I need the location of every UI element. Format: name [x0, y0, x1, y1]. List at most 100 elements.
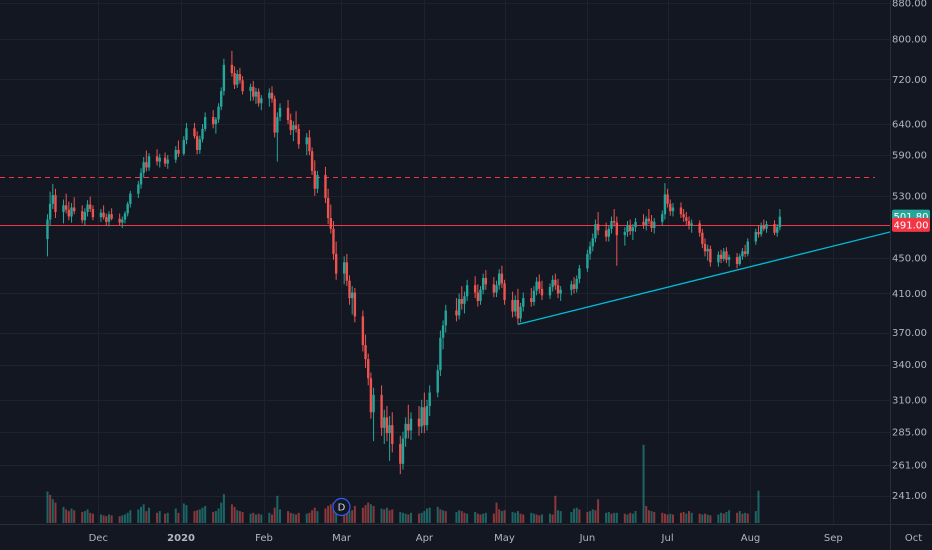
candle — [217, 103, 220, 123]
resistance-price-label: 491.00 — [892, 217, 930, 232]
candle — [570, 280, 573, 296]
volume-bar — [591, 509, 594, 523]
candle-body — [548, 287, 552, 296]
candle — [324, 166, 327, 204]
volume-bar — [121, 515, 124, 523]
candle-body — [479, 289, 482, 301]
candle-body — [460, 299, 463, 304]
volume-bar — [313, 507, 316, 523]
volume-bar — [482, 513, 485, 523]
candle — [514, 295, 517, 317]
candle-body — [388, 425, 391, 434]
candle — [236, 69, 239, 88]
dividend-marker-group[interactable]: D — [332, 497, 351, 517]
time-tick-label: May — [494, 533, 515, 544]
candle-body — [498, 273, 501, 286]
dividend-marker-circle[interactable] — [332, 497, 351, 517]
volume-bar — [597, 499, 600, 523]
candle — [345, 253, 349, 287]
candle — [428, 385, 431, 417]
volume-bar — [514, 512, 517, 523]
candle — [137, 181, 140, 198]
candle — [385, 405, 389, 442]
price-tick-label: 640.00 — [892, 120, 927, 131]
volume-bar — [650, 511, 653, 523]
volume-bar — [418, 513, 421, 523]
candle — [511, 291, 514, 318]
candle-body — [201, 128, 204, 140]
candle — [634, 218, 637, 232]
candle — [409, 412, 413, 440]
time-axis[interactable]: Dec 2020 Feb Mar Apr May Jun Jul Aug Sep Oct — [89, 533, 923, 544]
candle — [401, 431, 405, 470]
time-tick-label: Jul — [661, 533, 674, 544]
volume-bar — [744, 512, 747, 523]
candle-body — [289, 119, 292, 131]
volume-bar — [383, 509, 386, 523]
candle — [425, 399, 429, 431]
candle — [701, 228, 704, 249]
price-axis[interactable]: 880.00 800.00 720.00 640.00 590.00 530.00 450.… — [892, 0, 927, 502]
candle — [230, 50, 234, 77]
candle — [129, 190, 132, 208]
volume-bar — [372, 506, 375, 523]
volume-bar — [118, 516, 121, 523]
volume-bar — [519, 513, 522, 523]
candle — [48, 191, 52, 226]
volume-bar — [679, 512, 682, 523]
candle — [495, 280, 498, 298]
volume-bar — [252, 512, 255, 523]
volume-bar — [166, 512, 169, 523]
candle-body — [163, 157, 167, 164]
candle — [671, 203, 675, 217]
candle-body — [423, 407, 426, 426]
volume-bar — [586, 511, 589, 523]
volume-bar — [62, 506, 65, 523]
volume-bar — [503, 510, 506, 523]
candle-body — [147, 156, 151, 168]
volume-bar — [81, 511, 84, 523]
trend-line[interactable] — [517, 214, 932, 326]
candle — [420, 399, 423, 434]
volume-bar — [260, 514, 263, 523]
candle-body — [364, 345, 367, 360]
candle — [286, 99, 290, 125]
candle — [332, 221, 335, 260]
candle — [185, 122, 188, 145]
volume-bar — [460, 511, 463, 523]
candle — [195, 131, 199, 155]
candle — [778, 208, 782, 231]
volume-bar — [201, 507, 204, 523]
candle — [380, 385, 383, 436]
candle-body — [220, 91, 223, 107]
volume-bar — [530, 512, 533, 523]
candle-body — [746, 241, 749, 254]
volume-bar — [364, 505, 367, 523]
volume-bar — [634, 511, 637, 523]
volume-bar — [271, 514, 273, 523]
candle-body — [500, 273, 504, 284]
volume-bar — [126, 512, 129, 523]
candle-body — [238, 74, 242, 81]
price-tick-label: 261.00 — [892, 461, 927, 472]
candle-body — [292, 125, 295, 131]
volume-bar — [629, 512, 632, 523]
volume-bar — [573, 508, 576, 523]
candle — [645, 216, 648, 231]
candle — [706, 244, 709, 261]
candle — [342, 256, 346, 285]
volume-bar — [361, 507, 364, 523]
candle-body — [495, 285, 498, 293]
candle-body — [759, 225, 763, 235]
candle-body — [554, 279, 557, 286]
candle — [522, 292, 525, 312]
candle-body — [741, 251, 744, 257]
volume-bar — [140, 506, 143, 523]
candle — [776, 224, 779, 237]
candle — [738, 253, 741, 266]
volume-bar — [548, 513, 551, 523]
candle-body — [743, 251, 747, 254]
volume-bar — [428, 507, 431, 523]
